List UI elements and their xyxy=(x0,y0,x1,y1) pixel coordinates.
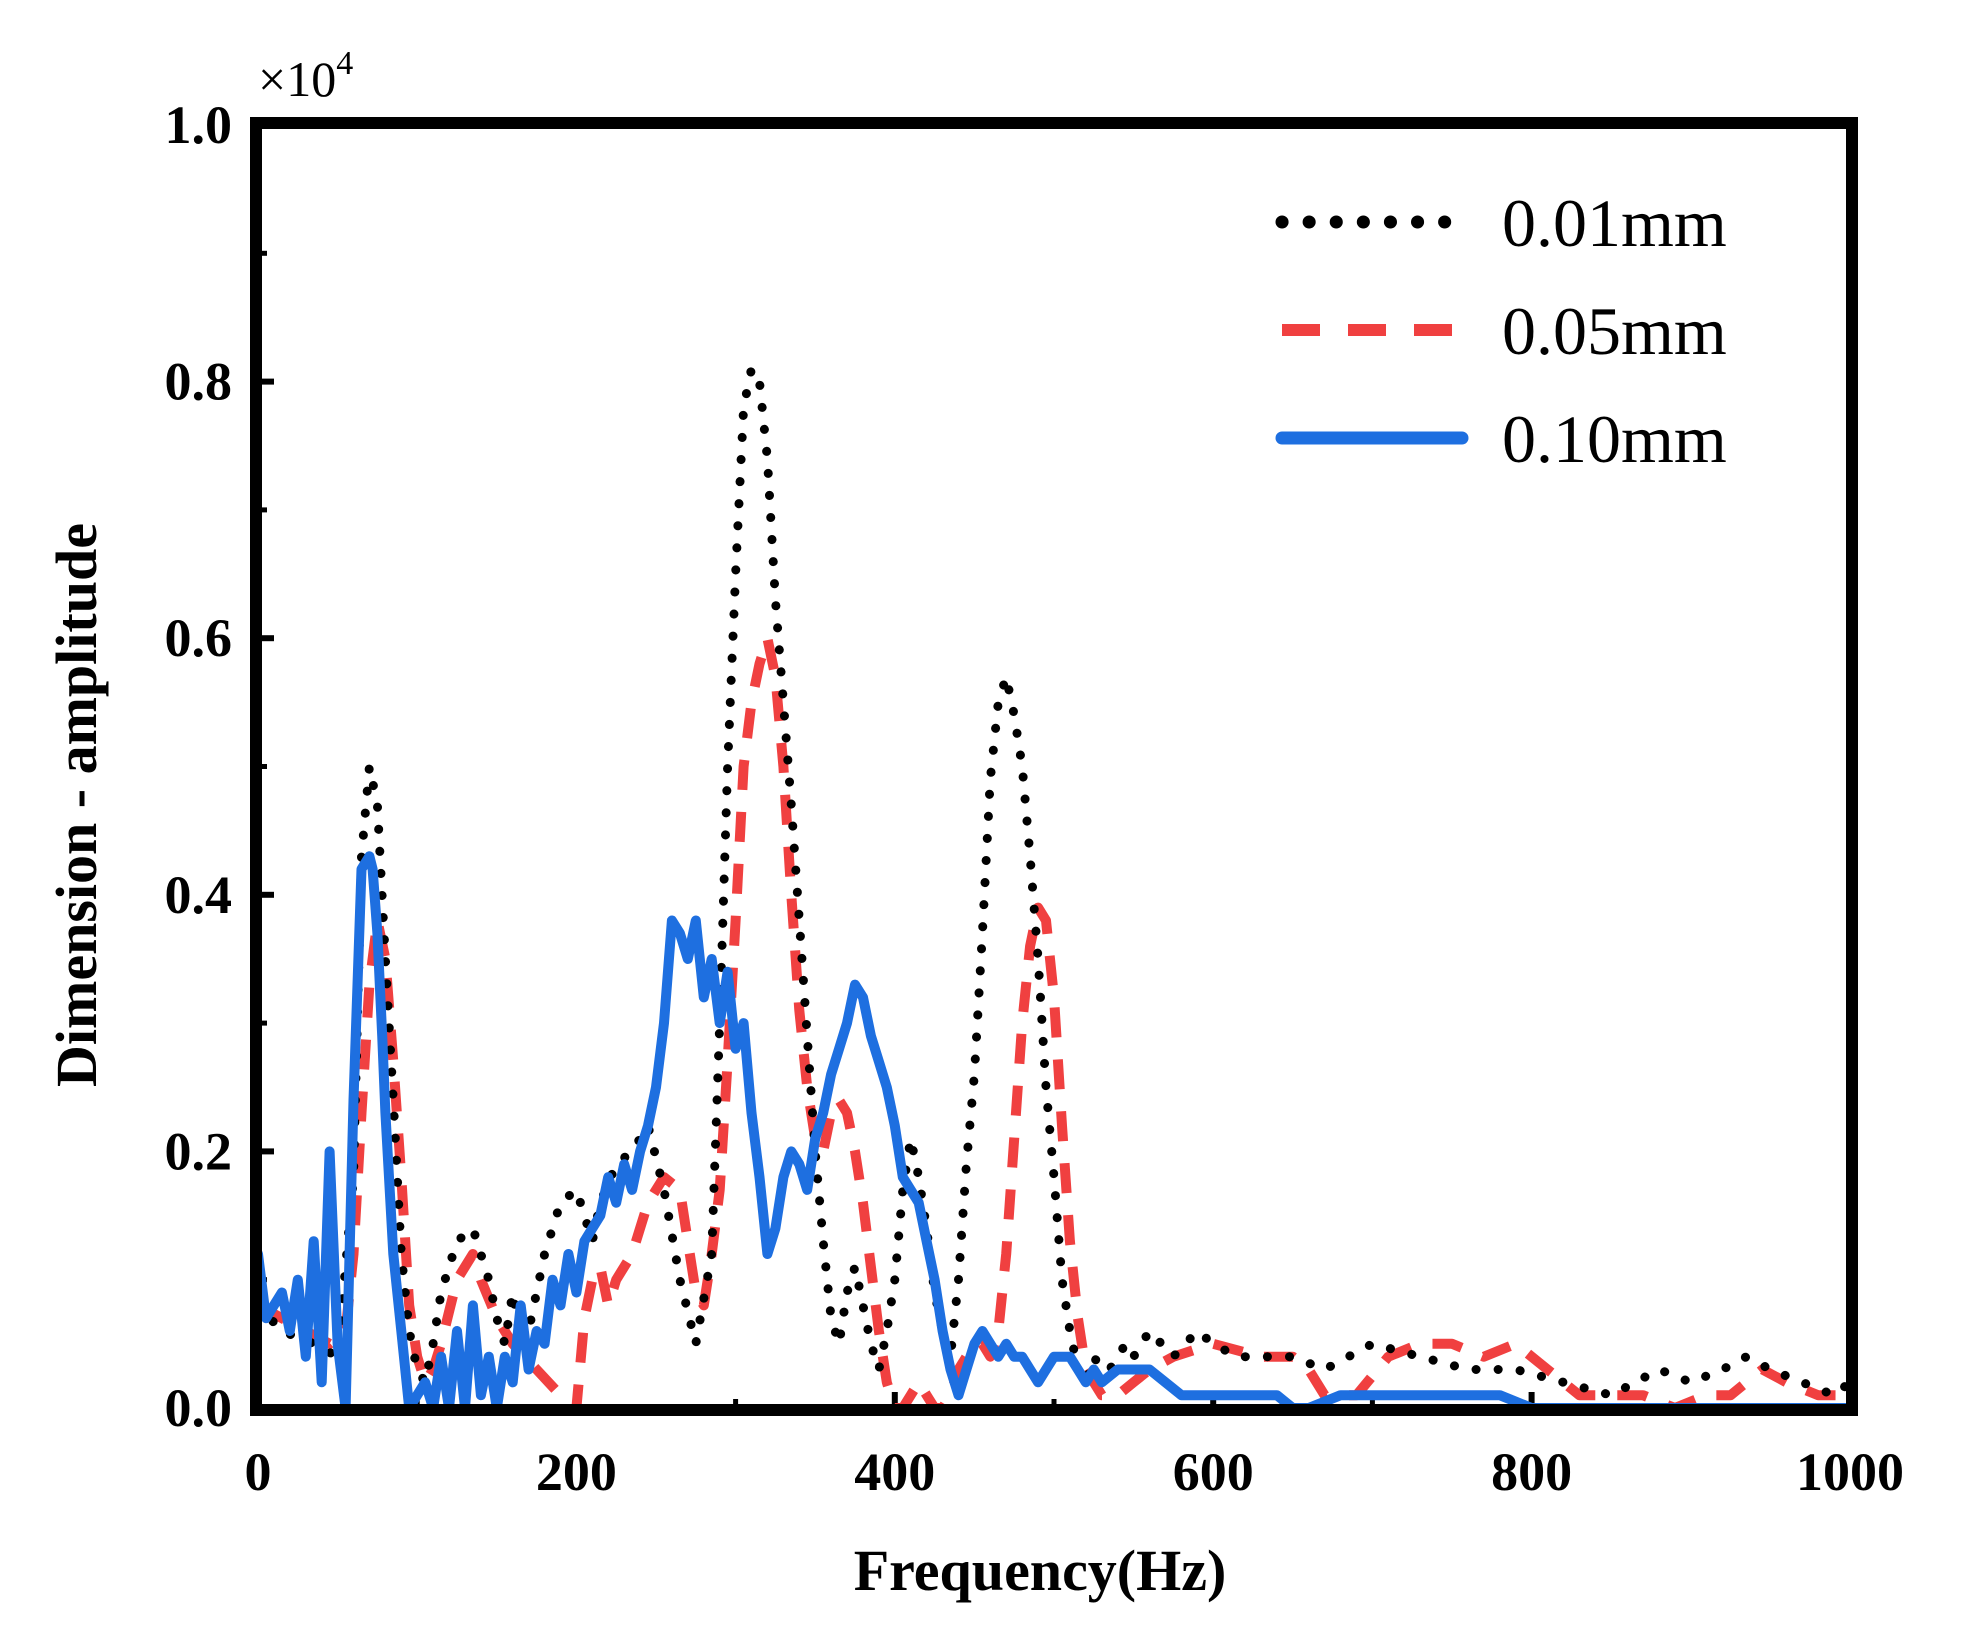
legend-label: 0.05mm xyxy=(1502,293,1727,369)
y-tick-label: 0.8 xyxy=(165,352,233,412)
series-layer xyxy=(258,364,1850,1408)
legend-label: 0.10mm xyxy=(1502,401,1727,477)
x-tick-label: 200 xyxy=(536,1442,617,1502)
y-tick-label: 1.0 xyxy=(165,95,233,155)
series-line-0.01mm xyxy=(258,364,1850,1400)
x-tick-label: 600 xyxy=(1173,1442,1254,1502)
y-tick-label: 0.4 xyxy=(165,865,233,925)
legend: 0.01mm 0.05mm 0.10mm xyxy=(1275,185,1727,477)
y-tick-label: 0.0 xyxy=(165,1378,233,1438)
y-tick-label: 0.6 xyxy=(165,608,233,668)
x-tick-label: 0 xyxy=(245,1442,272,1502)
y-exponent-power: 4 xyxy=(336,45,353,82)
series-line-0.05mm xyxy=(258,633,1850,1408)
y-tick-label: 0.2 xyxy=(165,1121,233,1181)
y-axis-ticks: 0.0 0.2 0.4 0.6 0.8 1.0 xyxy=(165,95,274,1438)
y-axis-title: Dimension - amplitude xyxy=(44,523,109,1087)
y-exponent-label: ×104 xyxy=(258,45,353,107)
x-axis-title: Frequency(Hz) xyxy=(854,1538,1227,1603)
x-tick-label: 400 xyxy=(854,1442,935,1502)
legend-label: 0.01mm xyxy=(1502,185,1727,261)
series-line-0.10mm xyxy=(258,851,1850,1408)
plot-frame xyxy=(250,117,1858,1416)
x-tick-label: 1000 xyxy=(1796,1442,1904,1502)
x-tick-label: 800 xyxy=(1491,1442,1572,1502)
